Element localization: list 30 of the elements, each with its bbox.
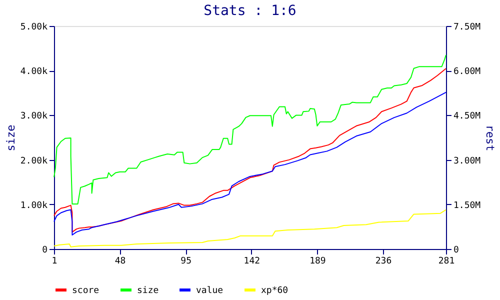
x-tick-label: 142: [244, 256, 260, 266]
y-tick-label: 1.00k: [20, 200, 48, 211]
y2-tick-label: 3.00M: [454, 156, 482, 166]
y2-tick-label: 7.50M: [454, 22, 482, 32]
y2-tick-label: 4.50M: [454, 112, 482, 122]
x-tick-label: 48: [114, 256, 126, 266]
line-series: [54, 54, 446, 204]
legend-label: score: [72, 286, 100, 296]
line-series: [54, 209, 446, 248]
legend-label: value: [196, 286, 224, 296]
y-tick-label: 2.00k: [20, 156, 48, 166]
y2-tick-label: 1.50M: [454, 200, 482, 211]
y-tick-label: 0: [42, 246, 48, 256]
y-tick-label: 4.00k: [20, 67, 48, 78]
x-tick-label: 1: [52, 256, 58, 266]
line-series: [54, 92, 446, 236]
y-axis-title: size: [4, 124, 18, 152]
legend-label: size: [137, 286, 159, 296]
x-tick-label: 236: [375, 256, 392, 266]
line-series: [54, 68, 446, 233]
y2-tick-label: 0: [454, 246, 459, 256]
chart-title: Stats : 1:6: [204, 3, 296, 19]
legend-label: xp*60: [261, 286, 288, 296]
y2-axis-title: rest: [484, 124, 497, 152]
x-tick-label: 281: [438, 256, 455, 266]
x-tick-label: 189: [310, 256, 326, 266]
y2-tick-label: 6.00M: [454, 67, 482, 78]
x-tick-label: 95: [180, 256, 192, 266]
y-tick-label: 5.00k: [20, 22, 48, 32]
y-tick-label: 3.00k: [20, 112, 48, 122]
